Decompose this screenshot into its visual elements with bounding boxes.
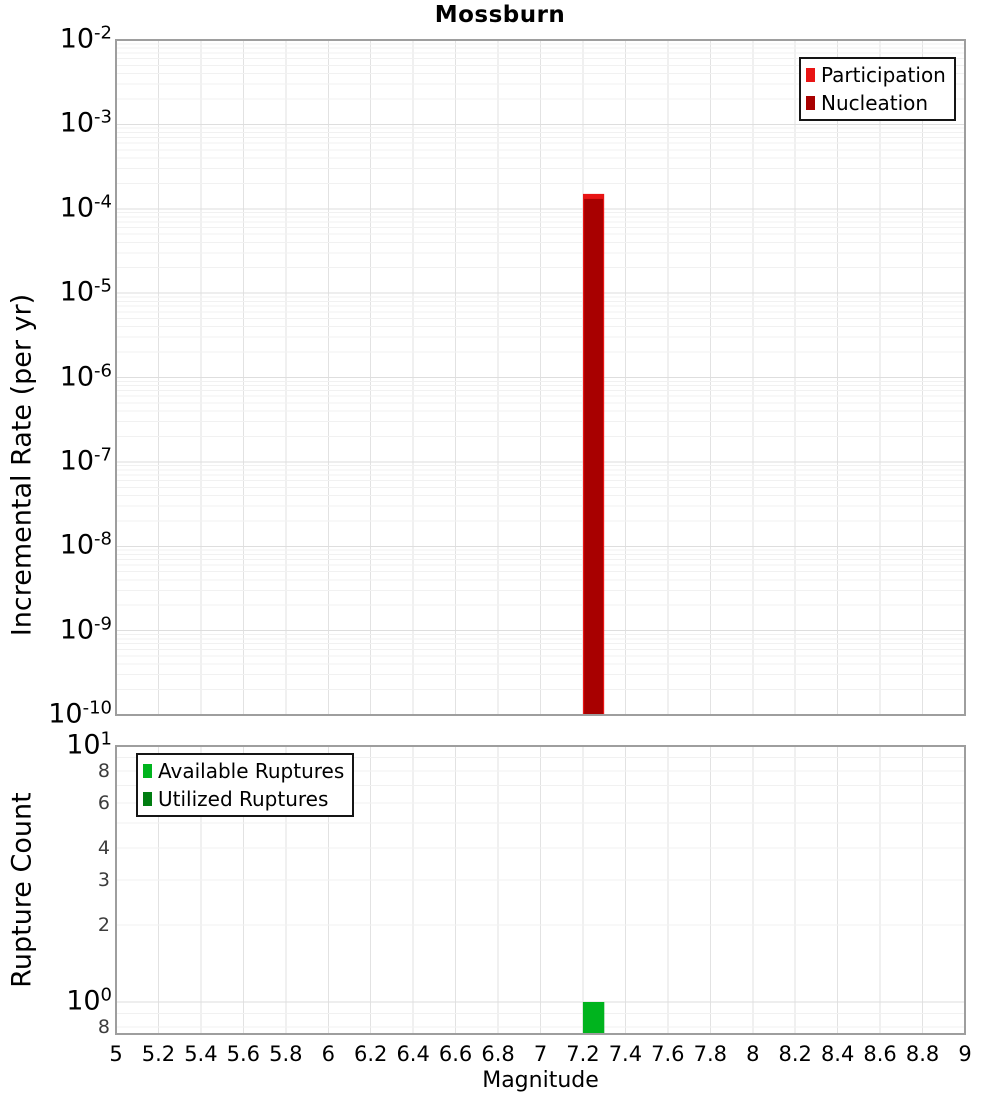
participation-swatch-icon — [806, 68, 815, 82]
legend-item-nucleation: Nucleation — [806, 89, 946, 117]
legend-label-participation: Participation — [821, 63, 946, 87]
legend-rate-panel: Participation Nucleation — [799, 57, 956, 121]
y-axis-label-incremental-rate: Incremental Rate (per yr) — [6, 293, 38, 637]
chart-title: Mossburn — [434, 2, 566, 28]
available-ruptures-bar — [582, 1002, 605, 1034]
legend-label-utilized: Utilized Ruptures — [158, 787, 329, 811]
legend-item-available: Available Ruptures — [143, 757, 344, 785]
available-ruptures-swatch-icon — [143, 764, 152, 778]
panel-frame — [115, 39, 966, 716]
x-axis-label: Magnitude — [482, 1068, 599, 1093]
legend-count-panel: Available Ruptures Utilized Ruptures — [136, 753, 355, 817]
nucleation-bar — [584, 198, 603, 716]
legend-label-available: Available Ruptures — [158, 759, 345, 783]
legend-item-utilized: Utilized Ruptures — [143, 785, 344, 813]
panel-frame — [115, 745, 966, 1035]
utilized-ruptures-swatch-icon — [143, 792, 152, 806]
legend-label-nucleation: Nucleation — [821, 91, 929, 115]
y-axis-label-rupture-count: Rupture Count — [6, 792, 38, 988]
nucleation-swatch-icon — [806, 96, 815, 110]
legend-item-participation: Participation — [806, 61, 946, 89]
